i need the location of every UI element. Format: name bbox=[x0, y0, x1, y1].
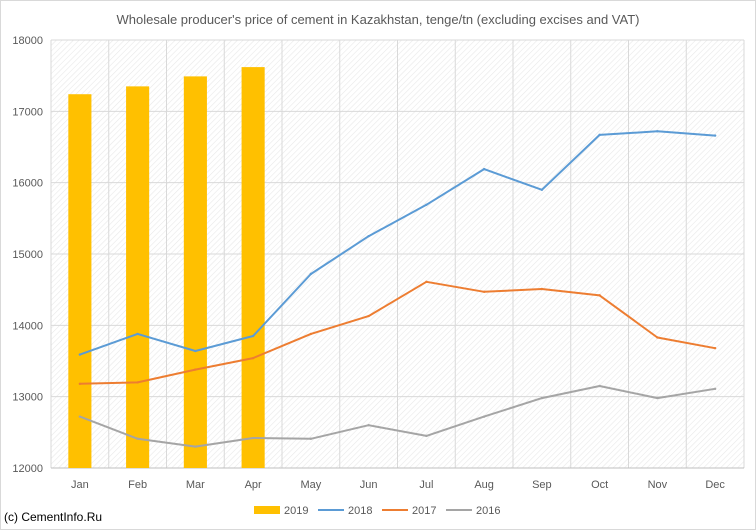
point-2016-dec bbox=[713, 387, 717, 391]
point-2016-jun bbox=[367, 424, 370, 427]
point-2017-apr bbox=[251, 356, 255, 360]
line-series bbox=[78, 130, 717, 448]
y-axis: 12000 13000 14000 15000 16000 17000 18000 bbox=[12, 35, 43, 475]
point-2017-oct bbox=[598, 294, 601, 297]
point-2018-sep bbox=[540, 188, 544, 191]
legend-label-2019: 2019 bbox=[284, 505, 308, 517]
bar-2019-feb bbox=[126, 86, 150, 468]
point-2017-mar bbox=[194, 368, 197, 371]
point-2016-nov bbox=[656, 396, 659, 400]
point-2018-aug bbox=[482, 167, 486, 171]
point-2016-apr bbox=[251, 436, 255, 440]
x-tick-label: Feb bbox=[128, 479, 147, 491]
point-2017-feb bbox=[136, 381, 139, 384]
point-2018-dec bbox=[713, 134, 717, 137]
line-series-2018 bbox=[78, 130, 717, 356]
y-tick-label: 15000 bbox=[12, 249, 43, 261]
point-2017-sep bbox=[540, 287, 544, 291]
point-2016-may bbox=[309, 437, 313, 440]
point-2016-jan bbox=[78, 415, 82, 418]
x-axis: Jan Feb Mar Apr May Jun Jul Aug Sep Oct Nov Dec bbox=[71, 479, 725, 491]
point-2017-jan bbox=[78, 382, 82, 386]
bar-2019-jan bbox=[68, 94, 92, 469]
point-2018-apr bbox=[251, 334, 255, 338]
legend-label-2016: 2016 bbox=[476, 505, 500, 517]
y-tick-label: 17000 bbox=[12, 106, 43, 118]
y-tick-label: 16000 bbox=[12, 178, 43, 190]
credit-text: (c) CementInfo.Ru bbox=[4, 510, 102, 524]
line-series-2016 bbox=[78, 385, 717, 448]
x-tick-label: Jun bbox=[360, 479, 378, 491]
point-2018-may bbox=[309, 272, 313, 276]
point-2016-feb bbox=[136, 437, 139, 440]
x-tick-label: Apr bbox=[245, 479, 262, 491]
point-2017-may bbox=[309, 332, 313, 336]
x-tick-label: Dec bbox=[705, 479, 725, 491]
line-series-2017 bbox=[78, 280, 717, 385]
point-2018-nov bbox=[656, 130, 659, 133]
y-tick-label: 12000 bbox=[12, 463, 43, 475]
legend-label-2017: 2017 bbox=[412, 505, 436, 517]
x-tick-label: Nov bbox=[648, 479, 668, 491]
point-2018-feb bbox=[136, 332, 139, 336]
point-2018-mar bbox=[194, 349, 197, 353]
legend-swatch-2019 bbox=[254, 506, 280, 514]
x-tick-label: Mar bbox=[186, 479, 205, 491]
point-2016-oct bbox=[598, 384, 601, 388]
point-2017-dec bbox=[713, 346, 717, 350]
y-tick-label: 13000 bbox=[12, 392, 43, 404]
point-2016-mar bbox=[194, 445, 197, 448]
legend-label-2018: 2018 bbox=[348, 505, 372, 517]
x-tick-label: Jul bbox=[419, 479, 433, 491]
point-2018-oct bbox=[598, 133, 601, 137]
bar-2019-mar bbox=[183, 76, 207, 468]
bar-series bbox=[68, 67, 265, 469]
x-tick-label: Sep bbox=[532, 479, 552, 491]
x-tick-label: Oct bbox=[591, 479, 608, 491]
chart-title: Wholesale producer's price of cement in … bbox=[117, 12, 640, 27]
point-2017-jun bbox=[367, 314, 370, 318]
point-2017-jul bbox=[425, 280, 428, 284]
point-2018-jan bbox=[78, 353, 82, 356]
point-2016-sep bbox=[540, 396, 544, 400]
point-2016-aug bbox=[482, 415, 486, 418]
y-tick-label: 14000 bbox=[12, 320, 43, 332]
point-2016-jul bbox=[425, 434, 428, 438]
x-tick-label: May bbox=[300, 479, 321, 491]
point-2017-aug bbox=[482, 290, 486, 294]
legend: 2019 2018 2017 2016 bbox=[254, 505, 500, 517]
bar-2019-apr bbox=[241, 67, 265, 469]
point-2018-jul bbox=[425, 203, 428, 206]
x-tick-label: Aug bbox=[474, 479, 494, 491]
point-2018-jun bbox=[367, 234, 370, 238]
grid-lines bbox=[50, 39, 745, 469]
point-2017-nov bbox=[656, 336, 659, 339]
x-tick-label: Jan bbox=[71, 479, 89, 491]
y-tick-label: 18000 bbox=[12, 35, 43, 47]
